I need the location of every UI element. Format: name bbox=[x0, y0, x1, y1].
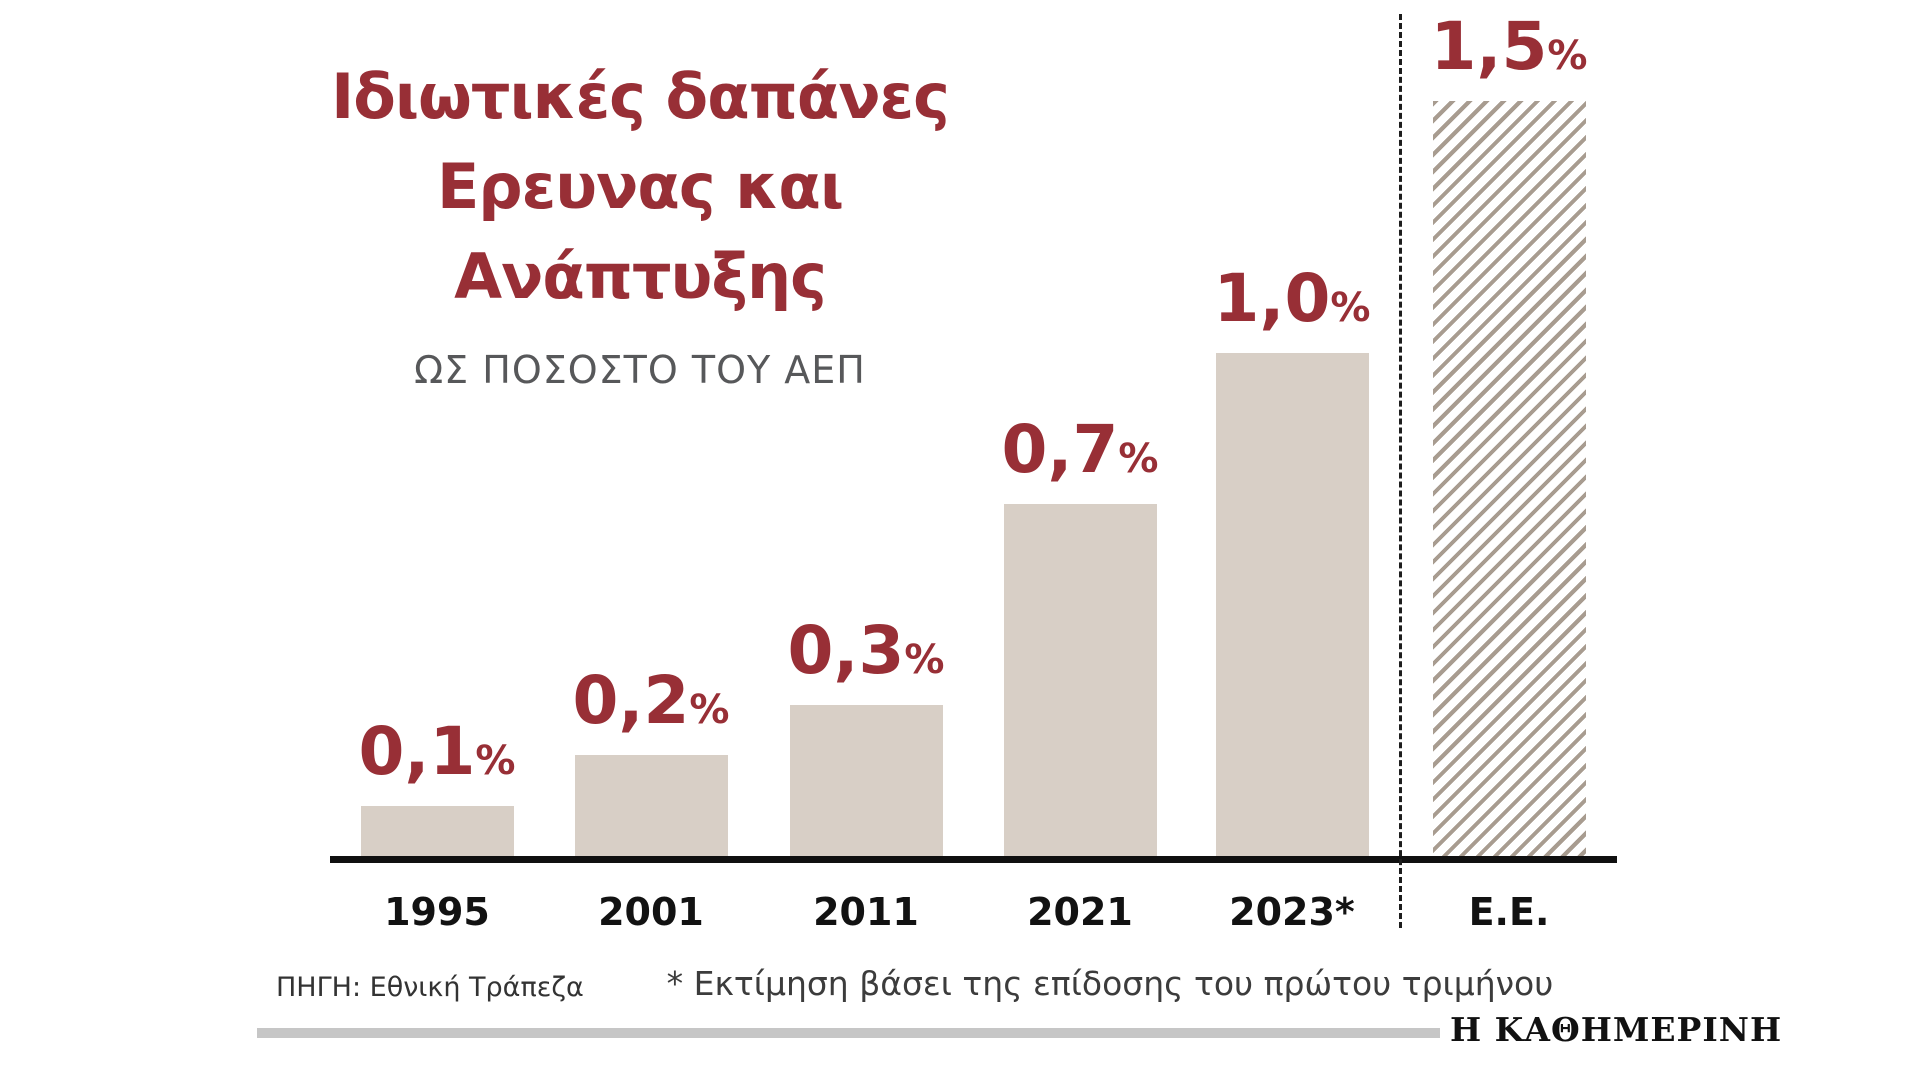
value-label-Ε.Ε.: 1,5% bbox=[1359, 8, 1659, 85]
bar-2021 bbox=[1003, 504, 1157, 856]
bar-2001 bbox=[574, 755, 728, 856]
x-axis-label-2023*: 2023* bbox=[1229, 890, 1355, 934]
bar-2011 bbox=[789, 705, 943, 856]
value-label-1995: 0,1% bbox=[287, 713, 587, 790]
value-number: 0,7 bbox=[1001, 411, 1119, 488]
estimate-footnote: * Εκτίμηση βάσει της επίδοσης του πρώτου… bbox=[666, 964, 1554, 1003]
brand-logotype: Η ΚΑΘΗΜΕΡΙΝΗ bbox=[1450, 1010, 1783, 1049]
eu-divider-dashed-line bbox=[1399, 14, 1402, 928]
x-axis-label-2011: 2011 bbox=[813, 890, 919, 934]
x-axis-label-2021: 2021 bbox=[1027, 890, 1133, 934]
x-axis-label-Ε.Ε.: Ε.Ε. bbox=[1468, 890, 1550, 934]
value-number: 0,1 bbox=[358, 713, 476, 790]
chart-subtitle: ΩΣ ΠΟΣΟΣΤΟ ΤΟΥ ΑΕΠ bbox=[414, 348, 866, 392]
x-axis-label-2001: 2001 bbox=[598, 890, 704, 934]
chart-title-line-3: Ανάπτυξης bbox=[454, 240, 827, 313]
percent-sign: % bbox=[904, 637, 945, 683]
chart-title-line-2: Ερευνας και bbox=[436, 150, 844, 223]
value-label-2001: 0,2% bbox=[501, 662, 801, 739]
value-label-2021: 0,7% bbox=[930, 411, 1230, 488]
percent-sign: % bbox=[1547, 33, 1588, 79]
value-number: 0,3 bbox=[787, 612, 905, 689]
value-label-2023*: 1,0% bbox=[1142, 260, 1442, 337]
value-number: 1,0 bbox=[1213, 260, 1331, 337]
value-number: 0,2 bbox=[572, 662, 690, 739]
percent-sign: % bbox=[1330, 285, 1371, 331]
footer-divider-rule bbox=[257, 1028, 1440, 1038]
x-axis-label-1995: 1995 bbox=[384, 890, 490, 934]
source-note: ΠΗΓΗ: Εθνική Τράπεζα bbox=[276, 972, 584, 1003]
percent-sign: % bbox=[1118, 436, 1159, 482]
bar-1995 bbox=[360, 806, 514, 856]
x-axis-line bbox=[330, 856, 1617, 863]
chart-header: Ιδιωτικές δαπάνες Ερευνας και Ανάπτυξης … bbox=[250, 52, 1030, 392]
bar-2023* bbox=[1215, 353, 1369, 856]
value-number: 1,5 bbox=[1430, 8, 1548, 85]
bar-Ε.Ε. bbox=[1432, 101, 1586, 856]
chart-title-line-1: Ιδιωτικές δαπάνες bbox=[331, 60, 950, 133]
percent-sign: % bbox=[689, 687, 730, 733]
value-label-2011: 0,3% bbox=[716, 612, 1016, 689]
percent-sign: % bbox=[475, 738, 516, 784]
